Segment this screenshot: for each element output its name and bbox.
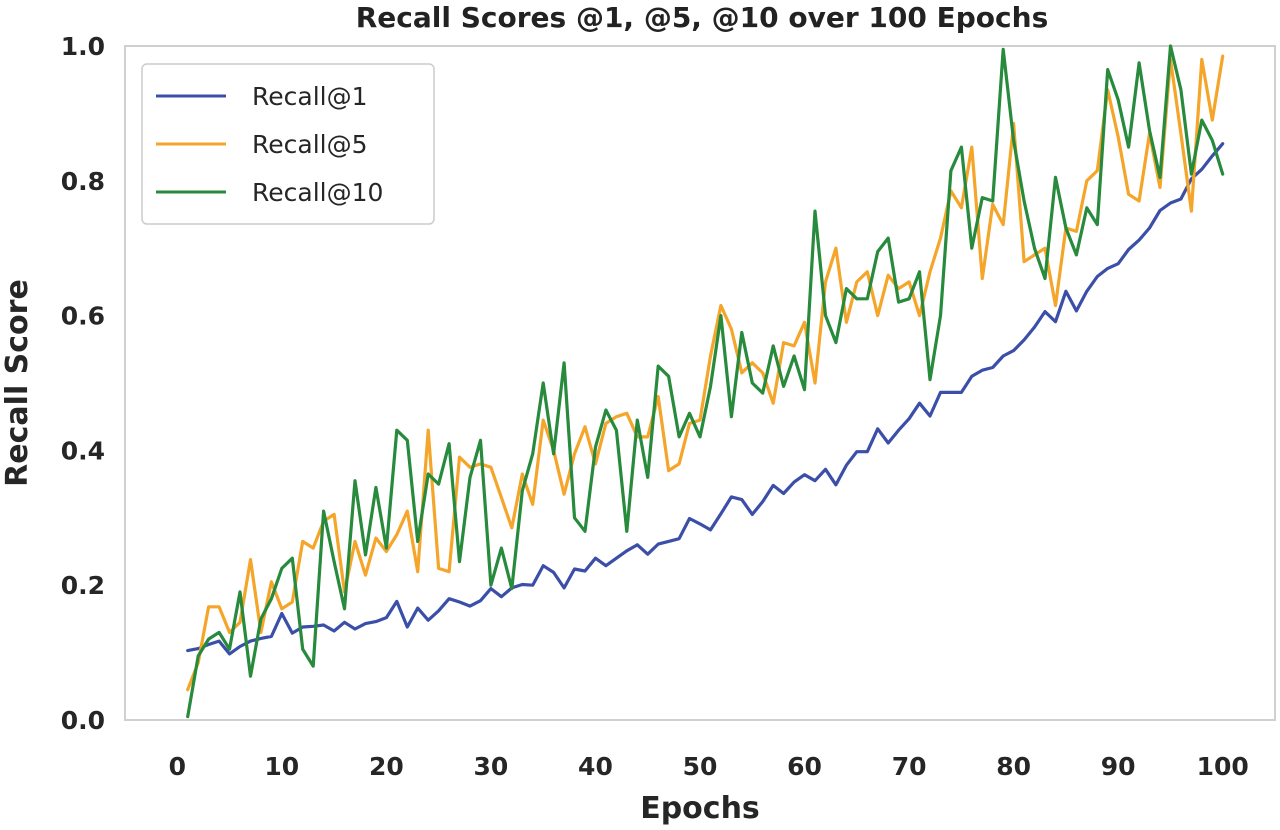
- x-axis-ticks: 0 10 20 30 40 50 60 70 80 90 100: [169, 752, 1249, 781]
- y-tick-label: 0.8: [61, 167, 105, 196]
- x-axis-label: Epochs: [640, 791, 760, 826]
- y-tick-label: 0.2: [61, 571, 105, 600]
- plot-frame: [124, 45, 1276, 721]
- x-tick-label: 100: [1197, 752, 1249, 781]
- series-line-recall-at-5: [186, 54, 1225, 692]
- legend-label-recall-10: Recall@10: [252, 178, 383, 207]
- x-tick-label: 10: [264, 752, 299, 781]
- x-tick-label: 20: [369, 752, 404, 781]
- y-tick-label: 0.4: [61, 436, 105, 465]
- legend-label-recall-1: Recall@1: [252, 82, 368, 111]
- y-tick-label: 0.0: [61, 706, 105, 735]
- x-tick-label: 80: [996, 752, 1031, 781]
- x-tick-label: 40: [578, 752, 613, 781]
- x-tick-label: 60: [787, 752, 822, 781]
- legend-box: [141, 63, 435, 225]
- x-tick-label: 30: [474, 752, 509, 781]
- y-tick-label: 0.6: [61, 302, 105, 331]
- y-axis-ticks: 0.0 0.2 0.4 0.6 0.8 1.0: [61, 32, 105, 735]
- chart-title: Recall Scores @1, @5, @10 over 100 Epoch…: [356, 1, 1048, 34]
- x-tick-label: 70: [892, 752, 927, 781]
- y-axis-label: Recall Score: [0, 279, 35, 487]
- x-tick-label: 50: [683, 752, 718, 781]
- x-tick-label: 90: [1101, 752, 1136, 781]
- y-tick-label: 1.0: [61, 32, 105, 61]
- legend: Recall@1 Recall@5 Recall@10: [141, 63, 435, 225]
- series-line-recall-at-1: [186, 142, 1225, 656]
- series-line-recall-at-10: [186, 44, 1225, 719]
- x-tick-label: 0: [169, 752, 186, 781]
- legend-label-recall-5: Recall@5: [252, 130, 368, 159]
- series-lines: [186, 44, 1225, 719]
